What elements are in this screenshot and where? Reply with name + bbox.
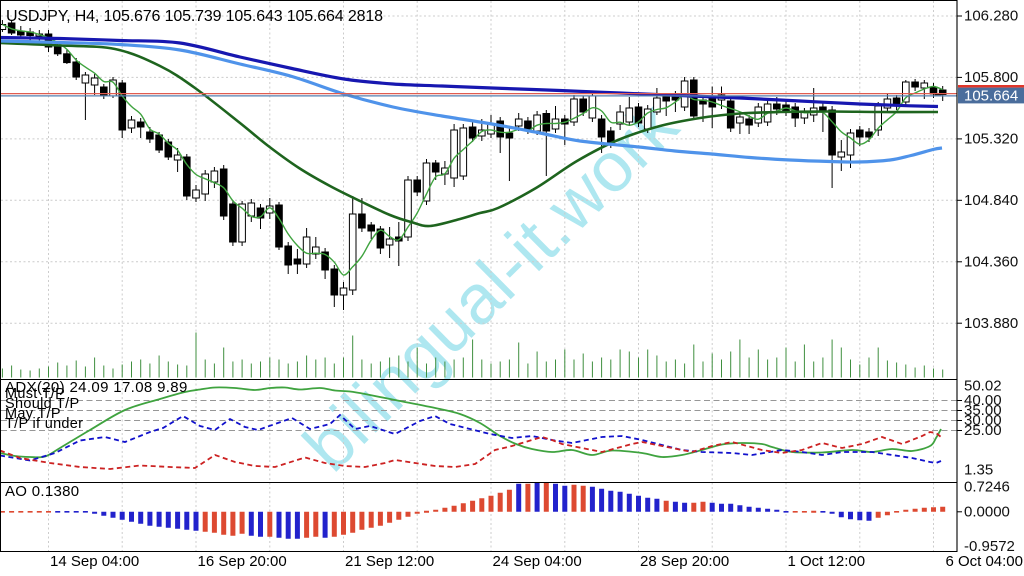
svg-text:USDJPY, H4, 105.676 105.739 10: USDJPY, H4, 105.676 105.739 105.643 105.…: [6, 8, 383, 25]
svg-text:24 Sep 04:00: 24 Sep 04:00: [493, 553, 582, 570]
svg-text:14 Sep 04:00: 14 Sep 04:00: [50, 553, 139, 570]
svg-text:30.00: 30.00: [964, 412, 1002, 429]
svg-text:AO 0.1380: AO 0.1380: [5, 483, 79, 500]
svg-text:40.00: 40.00: [964, 392, 1002, 409]
svg-text:Should T/P: Should T/P: [5, 396, 79, 412]
svg-text:103.880: 103.880: [964, 315, 1018, 332]
svg-text:6 Oct 04:00: 6 Oct 04:00: [945, 553, 1023, 570]
svg-text:25.00: 25.00: [964, 422, 1002, 439]
svg-text:16 Sep 20:00: 16 Sep 20:00: [198, 553, 287, 570]
svg-text:T/P if under: T/P if under: [5, 416, 83, 432]
svg-text:106.280: 106.280: [964, 8, 1018, 25]
svg-text:35.00: 35.00: [964, 402, 1002, 419]
svg-text:Must T/P: Must T/P: [5, 386, 65, 402]
svg-text:105.664: 105.664: [964, 88, 1018, 105]
svg-text:105.320: 105.320: [964, 131, 1018, 148]
svg-text:105.800: 105.800: [964, 69, 1018, 86]
svg-text:1.35: 1.35: [964, 462, 993, 479]
svg-text:ADX(20) 24.09 17.08 9.89: ADX(20) 24.09 17.08 9.89: [5, 379, 188, 396]
svg-text:104.360: 104.360: [964, 254, 1018, 271]
svg-text:0.0000: 0.0000: [964, 504, 1010, 521]
svg-text:28 Sep 20:00: 28 Sep 20:00: [640, 553, 729, 570]
svg-text:1 Oct 12:00: 1 Oct 12:00: [788, 553, 866, 570]
svg-text:21 Sep 12:00: 21 Sep 12:00: [345, 553, 434, 570]
svg-text:104.840: 104.840: [964, 192, 1018, 209]
svg-text:50.02: 50.02: [964, 378, 1002, 395]
svg-text:0.7246: 0.7246: [964, 479, 1010, 496]
svg-text:-0.9572: -0.9572: [964, 538, 1015, 555]
svg-text:May T/P: May T/P: [5, 406, 61, 422]
